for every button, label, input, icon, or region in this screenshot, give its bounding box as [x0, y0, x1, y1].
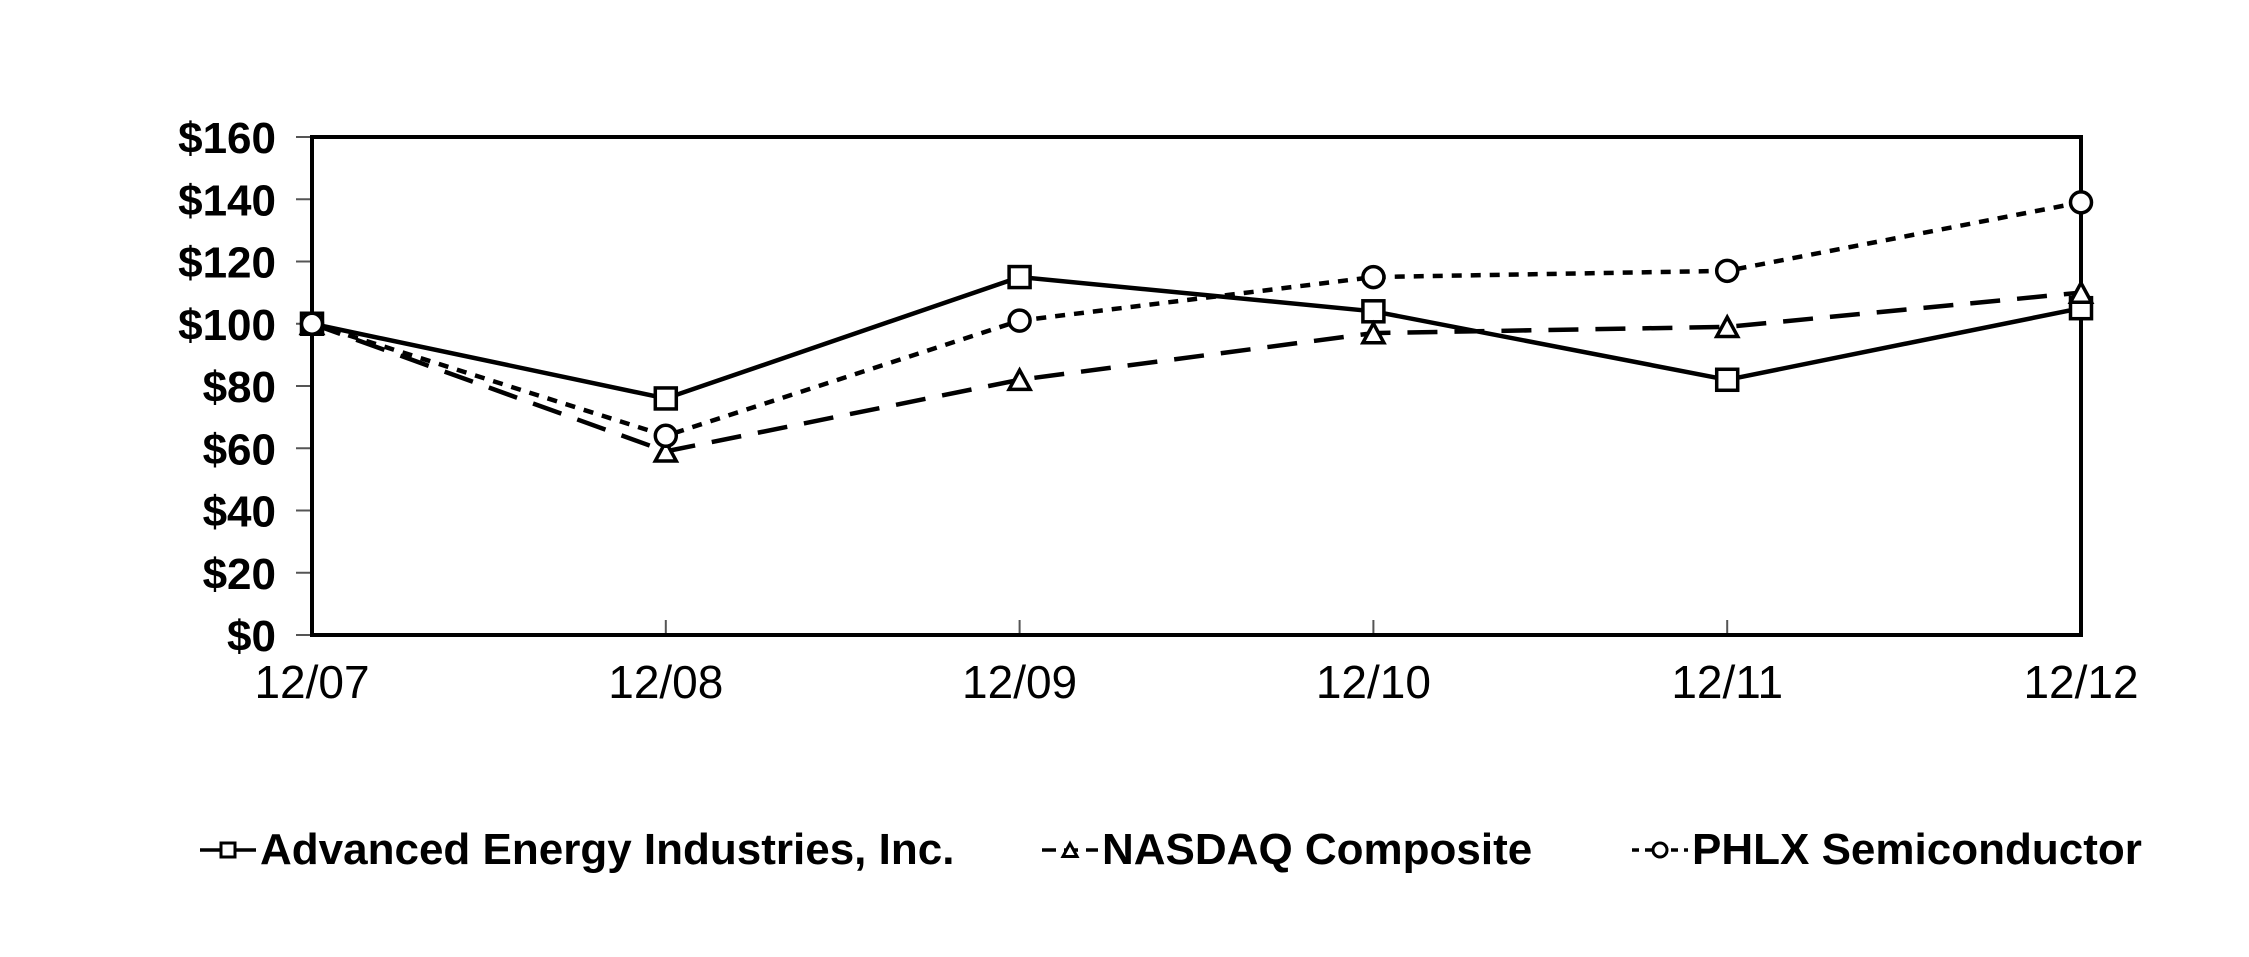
square-marker-icon: [1007, 264, 1032, 290]
square-marker-icon: [1714, 367, 1740, 393]
x-axis-tick-label: 12/11: [1671, 656, 1783, 708]
y-axis-tick-label: $80: [203, 363, 276, 412]
y-axis-tick-label: $60: [203, 425, 276, 474]
legend-marker-circle-icon: [1632, 841, 1688, 859]
legend-marker-square-icon: [200, 841, 256, 859]
circle-marker-icon: [653, 423, 679, 449]
legend-label: NASDAQ Composite: [1102, 825, 1533, 874]
legend-item-phlx-semiconductor: PHLX Semiconductor: [1632, 818, 2142, 882]
triangle-marker-icon: [1006, 366, 1034, 392]
circle-marker-icon: [1714, 258, 1740, 284]
x-axis-tick-label: 12/08: [608, 656, 723, 708]
y-axis-tick-label: $160: [178, 114, 276, 163]
legend-item-nasdaq-composite: NASDAQ Composite: [1042, 818, 1532, 882]
triangle-marker-icon: [1713, 313, 1741, 339]
y-axis-tick-label: $0: [227, 612, 276, 661]
square-marker-icon: [219, 841, 237, 859]
triangle-marker-icon: [2067, 279, 2095, 305]
triangle-marker-icon: [652, 438, 680, 463]
square-marker-icon: [1361, 299, 1386, 324]
chart-legend: Advanced Energy Industries, Inc. NASDAQ …: [0, 818, 2249, 882]
circle-marker-icon: [299, 311, 325, 336]
x-axis-tick-label: 12/12: [2023, 656, 2138, 708]
circle-marker-icon: [1007, 308, 1032, 333]
plot-frame: [310, 135, 2083, 637]
y-axis-tick-label: $20: [203, 550, 276, 599]
legend-label: Advanced Energy Industries, Inc.: [260, 825, 955, 874]
circle-marker-icon: [1651, 841, 1669, 859]
x-axis-tick-label: 12/07: [254, 656, 369, 708]
y-axis-tick-label: $140: [178, 176, 276, 225]
legend-marker-triangle-icon: [1042, 840, 1098, 858]
circle-marker-icon: [2068, 190, 2094, 215]
y-axis-tick-label: $100: [178, 301, 276, 350]
legend-item-advanced-energy: Advanced Energy Industries, Inc.: [200, 818, 954, 882]
series-1: [298, 279, 2095, 463]
series-0: [299, 264, 2094, 411]
x-axis-tick-label: 12/09: [962, 656, 1077, 708]
y-axis-tick-label: $120: [178, 239, 276, 288]
circle-marker-icon: [1361, 264, 1386, 290]
series-2: [299, 190, 2094, 449]
square-marker-icon: [653, 386, 679, 411]
triangle-marker-icon: [1359, 319, 1387, 345]
y-axis-tick-label: $40: [203, 488, 276, 537]
legend-label: PHLX Semiconductor: [1692, 825, 2142, 874]
triangle-marker-icon: [1060, 840, 1080, 858]
x-axis-tick-label: 12/10: [1316, 656, 1431, 708]
